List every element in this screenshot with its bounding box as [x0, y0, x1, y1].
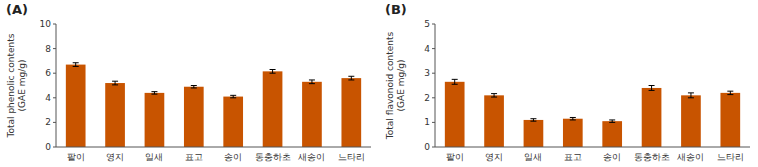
chart-root: (A)0246810Total phenolic contents(GAE mg…	[0, 0, 758, 167]
x-tick-label: 느타리	[717, 152, 744, 162]
x-tick-label: 표고	[185, 152, 203, 162]
y-tick-label: 4	[424, 44, 430, 54]
y-tick-label: 2	[424, 93, 430, 103]
error-bar	[309, 80, 315, 84]
y-tick-label: 5	[424, 19, 430, 29]
error-bar	[348, 76, 354, 80]
error-bar	[727, 91, 733, 94]
bar	[223, 97, 243, 147]
marks	[445, 79, 740, 147]
y-tick-label: 0	[424, 142, 430, 152]
panel: (B) 0 1 2 3 4 5 Total flavonoid contents(GAE mg…	[385, 2, 750, 162]
x-tick-label: 표고	[564, 152, 582, 162]
x-tick-label: 일새	[524, 152, 542, 162]
x-tick-label: 팥이	[446, 152, 464, 162]
error-bar	[649, 86, 655, 91]
bar	[66, 65, 86, 147]
x-tick-label: 새송이	[677, 152, 704, 162]
x-tick-label: 영지	[485, 152, 503, 162]
bar	[263, 71, 283, 147]
x-axis-line	[435, 147, 750, 148]
y-tick-label: 2	[45, 117, 51, 127]
y-axis-line	[56, 24, 57, 147]
x-tick-label: 동충하초	[634, 152, 670, 162]
error-bar	[530, 119, 536, 121]
marks	[66, 63, 361, 147]
bar	[642, 88, 662, 147]
x-tick-label: 팥이	[67, 152, 85, 162]
error-bar	[73, 63, 79, 67]
x-tick-label: 송이	[603, 152, 621, 162]
error-bar	[452, 79, 458, 84]
bar	[484, 95, 504, 147]
bar	[720, 93, 740, 147]
y-tick-label: 10	[40, 19, 52, 29]
error-bar	[191, 86, 197, 88]
x-tick-label: 동충하초	[255, 152, 291, 162]
y-axis-line	[435, 24, 436, 147]
bar	[563, 119, 583, 147]
y-tick-label: 6	[45, 68, 51, 78]
bar	[302, 82, 322, 147]
y-axis-label: Total phenolic contents(GAE mg/g)	[6, 33, 27, 138]
y-tick-label: 1	[424, 117, 430, 127]
x-tick-label: 새송이	[298, 152, 325, 162]
bar	[184, 87, 204, 147]
y-axis-label: Total flavonoid contents(GAE mg/g)	[385, 32, 406, 141]
bar	[445, 82, 465, 147]
x-tick-label: 일새	[145, 152, 163, 162]
error-bar	[151, 92, 157, 94]
y-tick-label: 4	[45, 93, 51, 103]
panel: (A) 0 2 4 6 8 10 Total phenolic contents(GAE mg…	[6, 2, 371, 162]
error-bar	[688, 93, 694, 98]
x-tick-label: 송이	[224, 152, 242, 162]
error-bar	[570, 117, 576, 119]
x-axis-line	[56, 147, 371, 148]
bar	[105, 83, 125, 147]
bar	[524, 120, 544, 147]
panel-label: (B)	[385, 2, 407, 17]
error-bar	[112, 81, 118, 85]
bar	[145, 93, 165, 147]
error-bar	[230, 95, 236, 97]
bar	[341, 78, 361, 147]
panel-label: (A)	[6, 2, 28, 17]
x-tick-label: 영지	[106, 152, 124, 162]
bar	[681, 95, 701, 147]
y-tick-label: 0	[45, 142, 51, 152]
error-bar	[270, 70, 276, 74]
y-tick-label: 8	[45, 44, 51, 54]
error-bar	[609, 120, 615, 122]
error-bar	[491, 94, 497, 97]
y-tick-label: 3	[424, 68, 430, 78]
x-tick-label: 느타리	[338, 152, 365, 162]
bar	[602, 121, 622, 147]
